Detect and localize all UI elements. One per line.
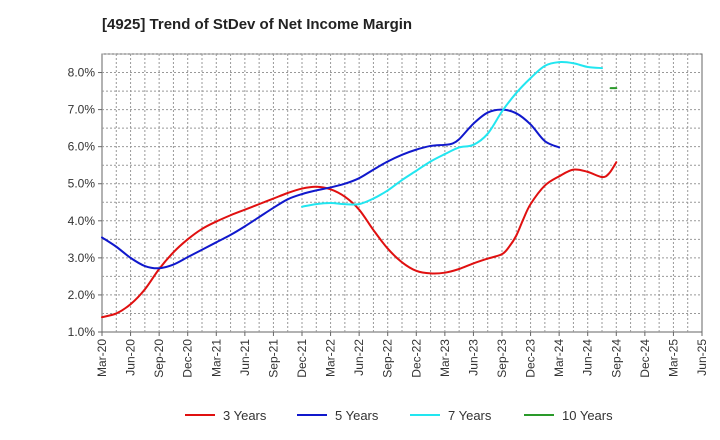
x-tick-label: Mar-20 bbox=[95, 339, 109, 377]
x-tick-label: Jun-24 bbox=[581, 339, 595, 376]
y-tick-label: 6.0% bbox=[68, 140, 96, 154]
y-axis-ticks: 1.0% 2.0% 3.0% 4.0% 5.0% 6.0% 7.0% 8.0% bbox=[68, 66, 102, 339]
x-tick-label: Mar-23 bbox=[438, 339, 452, 377]
x-axis-ticks: Mar-20 Jun-20 Sep-20 Dec-20 Mar-21 Jun-21 Sep-… bbox=[95, 332, 709, 378]
x-tick-label: Sep-21 bbox=[266, 339, 280, 378]
grid-lines bbox=[102, 53, 702, 332]
legend-label-1: 3 Years bbox=[223, 408, 267, 423]
y-tick-label: 4.0% bbox=[68, 214, 96, 228]
legend-label-4: 10 Years bbox=[562, 408, 613, 423]
x-tick-label: Mar-21 bbox=[209, 339, 223, 377]
y-tick-label: 8.0% bbox=[68, 66, 96, 80]
y-tick-label: 5.0% bbox=[68, 177, 96, 191]
x-tick-label: Sep-20 bbox=[152, 339, 166, 378]
x-tick-label: Sep-22 bbox=[381, 339, 395, 378]
y-tick-label: 7.0% bbox=[68, 103, 96, 117]
legend-label-2: 5 Years bbox=[335, 408, 379, 423]
series-line-1 bbox=[101, 161, 618, 319]
series-line-2 bbox=[101, 108, 561, 270]
x-tick-label: Dec-22 bbox=[409, 339, 423, 378]
x-tick-label: Jun-23 bbox=[466, 339, 480, 376]
y-tick-label: 3.0% bbox=[68, 251, 96, 265]
y-tick-label: 1.0% bbox=[68, 325, 96, 339]
x-tick-label: Mar-22 bbox=[324, 339, 338, 377]
x-tick-label: Dec-24 bbox=[638, 339, 652, 378]
x-tick-label: Jun-20 bbox=[124, 339, 138, 376]
series-line-3 bbox=[301, 61, 603, 208]
x-tick-label: Sep-24 bbox=[609, 339, 623, 378]
x-tick-label: Dec-23 bbox=[524, 339, 538, 378]
chart-title: [4925] Trend of StDev of Net Income Marg… bbox=[102, 16, 412, 33]
x-tick-label: Jun-25 bbox=[695, 339, 709, 376]
series-lines bbox=[101, 61, 618, 319]
x-tick-label: Jun-22 bbox=[352, 339, 366, 376]
x-tick-label: Dec-21 bbox=[295, 339, 309, 378]
plot-area bbox=[101, 53, 703, 333]
x-tick-label: Sep-23 bbox=[495, 339, 509, 378]
x-tick-label: Mar-25 bbox=[666, 339, 680, 377]
legend-label-3: 7 Years bbox=[448, 408, 492, 423]
x-tick-label: Mar-24 bbox=[552, 339, 566, 377]
legend: 3 Years 5 Years 7 Years 10 Years bbox=[185, 408, 613, 423]
x-tick-label: Jun-21 bbox=[238, 339, 252, 376]
x-tick-label: Dec-20 bbox=[181, 339, 195, 378]
y-tick-label: 2.0% bbox=[68, 288, 96, 302]
